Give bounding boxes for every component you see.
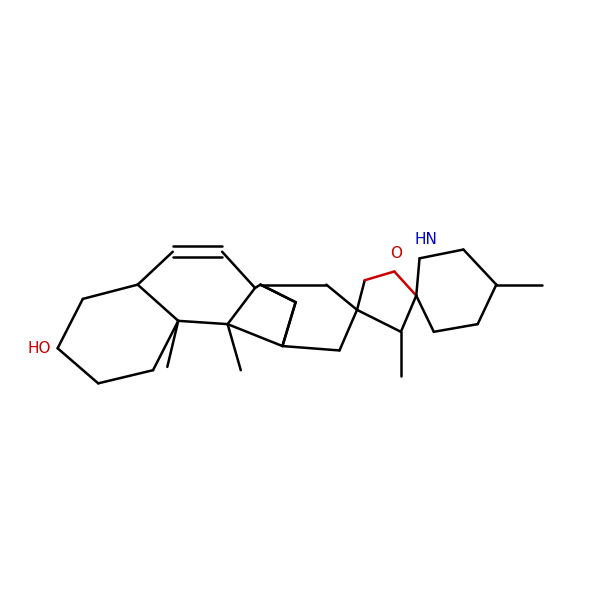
Text: HN: HN xyxy=(414,232,437,247)
Text: HO: HO xyxy=(28,341,51,356)
Text: O: O xyxy=(391,245,403,260)
